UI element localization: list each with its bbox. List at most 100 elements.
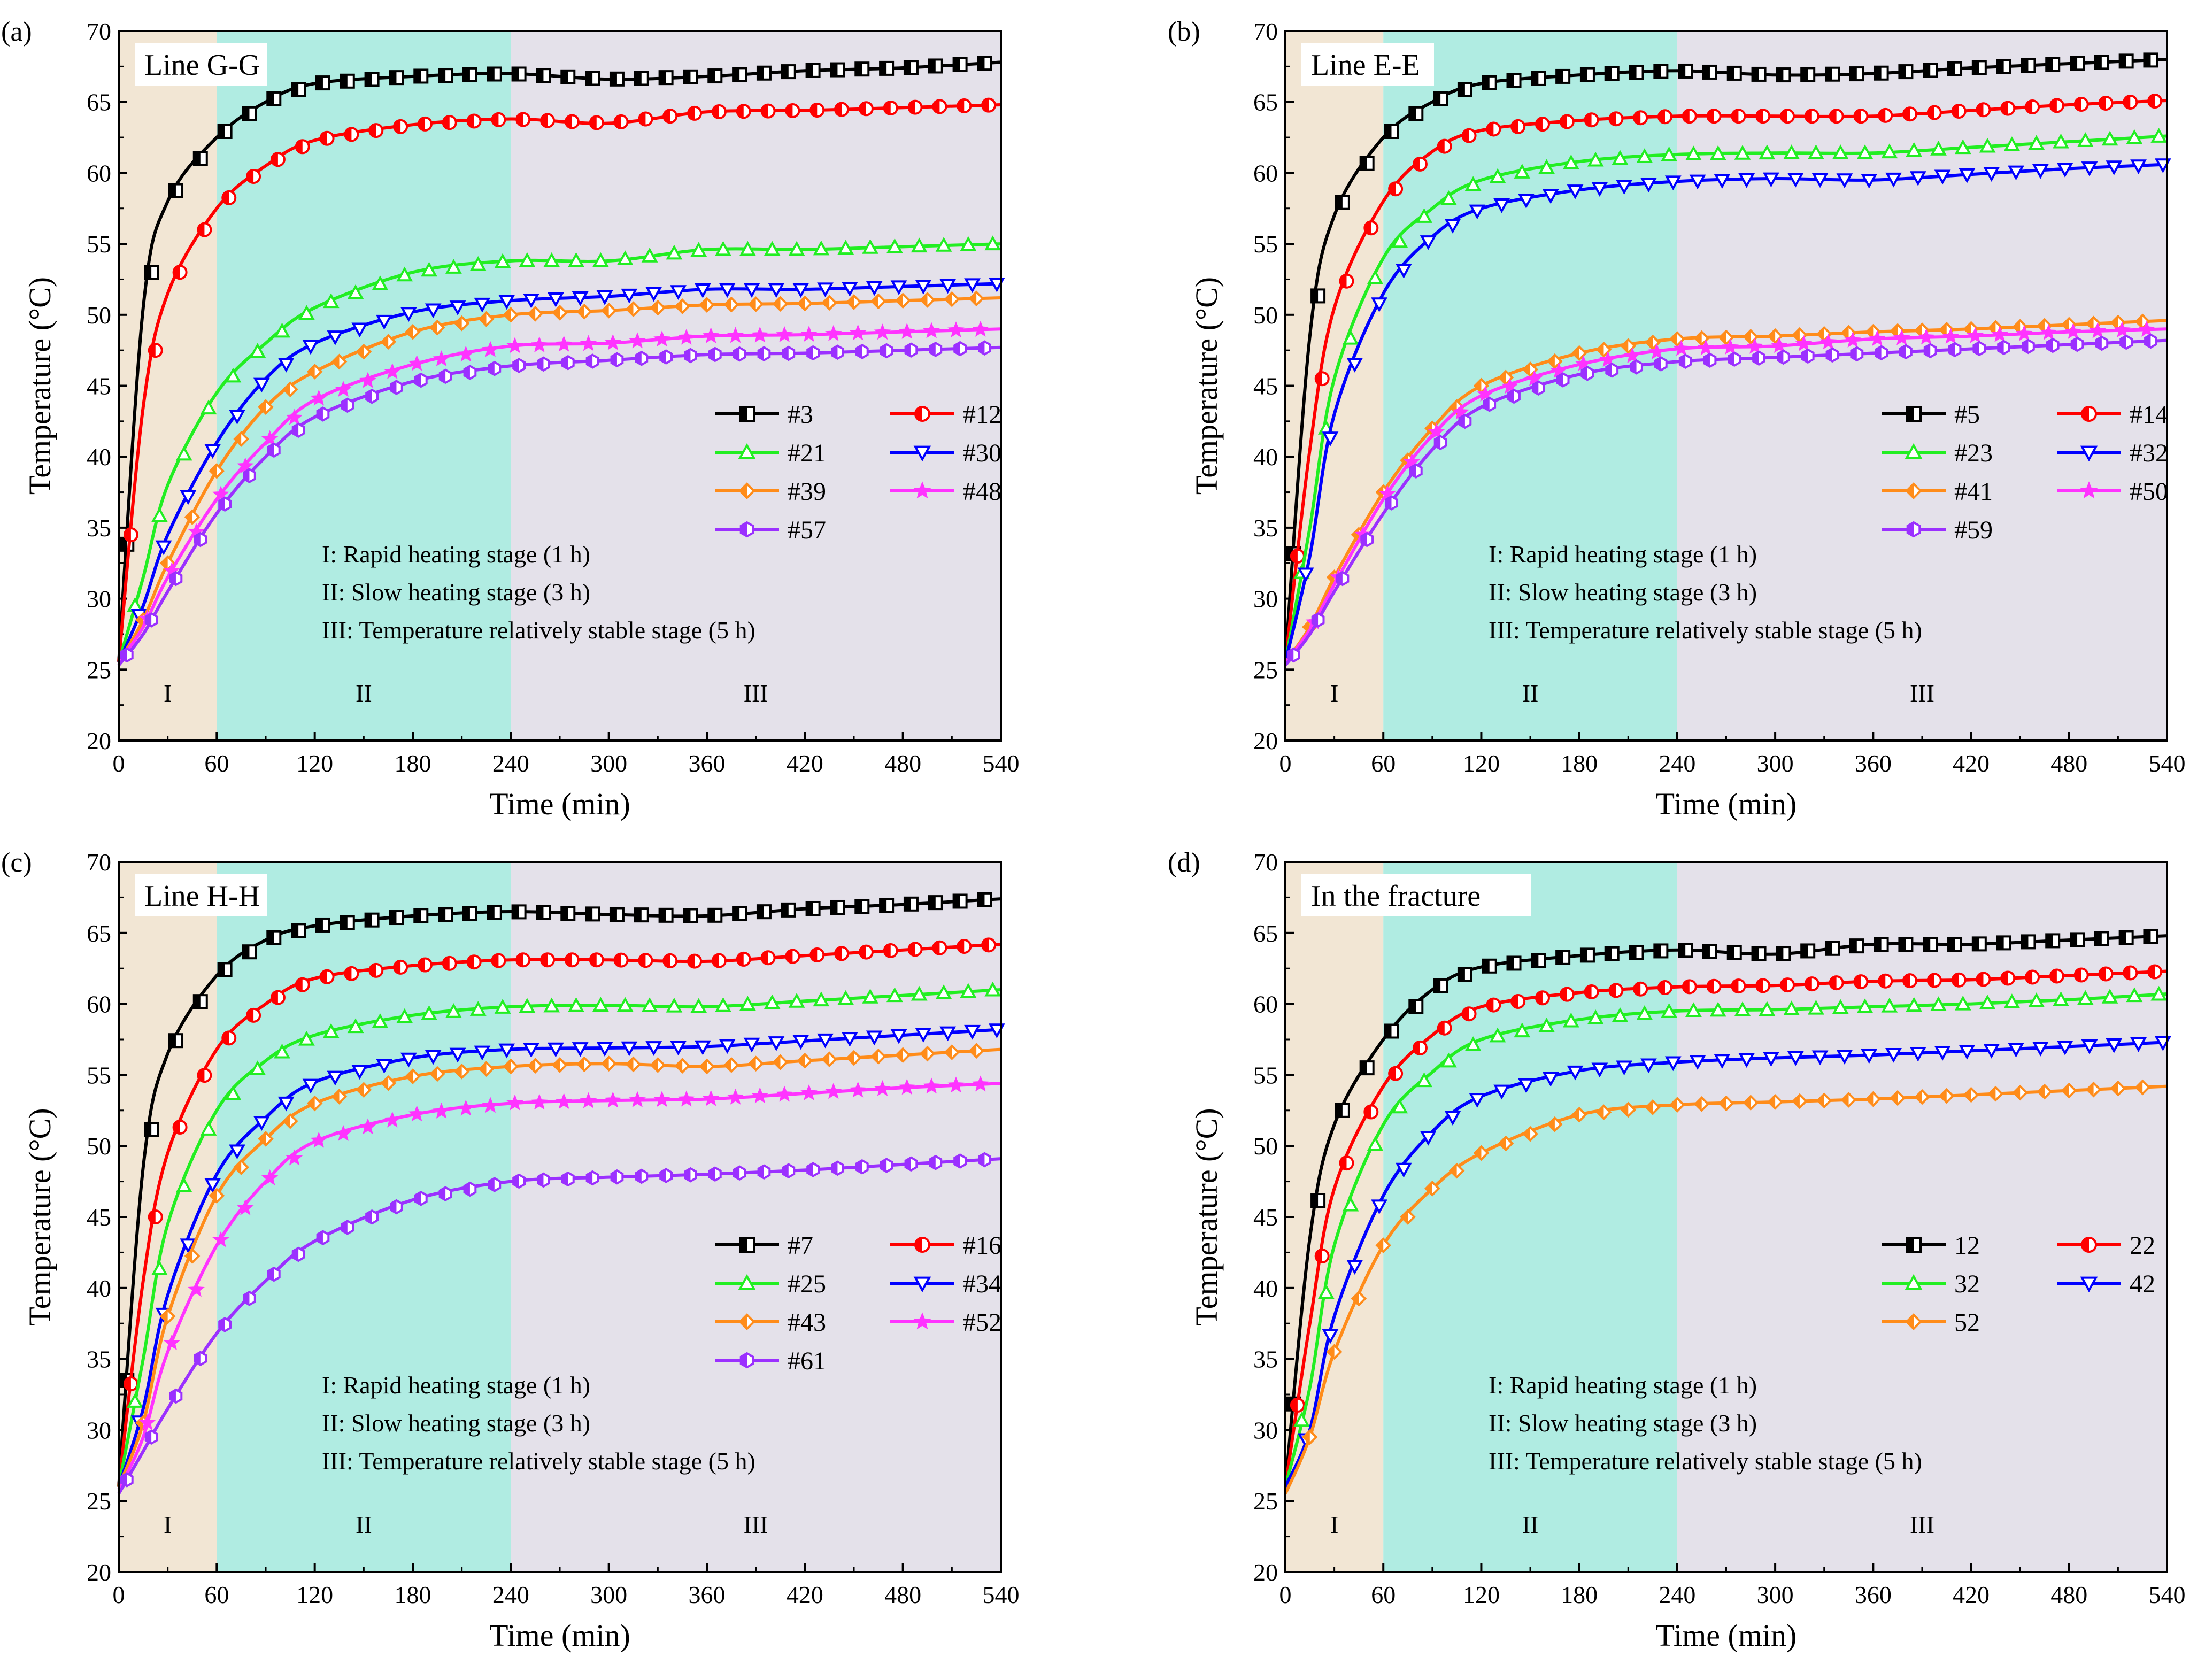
marker-fill [908,101,915,114]
data-point [261,430,279,446]
data-point [1620,1101,1637,1118]
data-point [429,1066,445,1082]
marker-triangle-up [1440,190,1457,205]
data-point [2053,133,2069,149]
data-point [327,1070,344,1086]
marker-triangle-up [715,241,731,256]
marker-fill [1879,109,1886,122]
data-point [757,1164,771,1180]
marker-triangle-down [523,294,539,309]
data-point [1685,1002,1702,1018]
marker-triangle-down [253,377,270,393]
marker-fill [170,572,176,585]
marker-triangle-up [886,238,903,253]
marker-fill [1410,464,1416,477]
marker-fill [1385,125,1392,138]
marker-triangle-up [421,261,437,277]
marker-fill [562,356,568,369]
marker-triangle-up [1685,1002,1702,1018]
data-point [2003,993,2021,1008]
data-point [687,105,703,121]
marker-fill [823,1053,830,1066]
data-point [711,104,727,119]
series-n7 [117,892,1001,1487]
data-point [1951,972,1967,988]
data-point [1959,1044,1976,1060]
data-point [1559,987,1575,1002]
marker-fill [2111,1082,2118,1095]
data-point [270,990,286,1005]
marker-triangle-down [1763,172,1779,188]
marker-triangle-down [866,281,883,296]
data-point [511,66,527,82]
marker-triangle-up [1734,1001,1751,1016]
data-point [699,297,715,313]
marker-triangle-down [547,1042,564,1058]
data-point [1483,396,1497,412]
data-point [1326,1344,1343,1360]
data-point [609,71,625,87]
data-point [898,322,915,339]
marker-triangle-up [837,240,854,255]
data-point [883,100,898,115]
data-point [1885,172,1902,188]
marker-fill [2071,933,2078,946]
data-point [757,346,771,361]
marker-fill [1630,66,1637,79]
data-point [1653,943,1669,959]
marker-fill [807,1163,813,1176]
series-n57 [117,340,1001,667]
data-point [1440,190,1457,205]
marker-fill [1459,414,1465,428]
marker-triangle-up [960,983,977,998]
marker-star [1697,339,1715,356]
data-point [438,1186,452,1201]
data-point [515,952,531,968]
data-point [478,311,495,327]
marker-fill [1605,947,1612,960]
data-point [1954,995,1971,1011]
data-point [1780,109,1795,124]
marker-triangle-down [302,340,319,355]
marker-fill [1753,351,1759,365]
marker-fill [394,960,401,974]
data-point [527,1058,543,1074]
marker-triangle-up [666,997,683,1013]
series-12 [1284,929,2168,1487]
data-point [425,303,442,319]
data-point [184,1248,201,1264]
stage-label: II [356,680,372,707]
marker-triangle-up [738,1274,756,1290]
data-point [1339,273,1354,289]
y-tick-label: 30 [87,1416,111,1444]
data-point [1400,1209,1416,1225]
marker-triangle-up [1342,1196,1359,1212]
marker-fill [2062,1084,2069,1097]
data-point [1420,1131,1437,1146]
marker-fill [538,1173,544,1186]
marker-star [408,355,426,371]
marker-triangle-up [1979,995,1996,1009]
marker-fill [1548,1118,1555,1131]
data-point [919,292,936,308]
marker-fill [733,907,740,920]
marker-triangle-down [596,290,613,305]
x-tick-label: 240 [492,1581,529,1608]
marker-fill [856,345,862,358]
data-point [1967,327,1984,343]
panel-label: (a) [1,17,32,47]
y-tick-label: 70 [1253,849,1278,876]
marker-triangle-down [425,303,442,319]
marker-fill [651,1058,658,1072]
data-point [616,997,634,1012]
data-point [589,952,604,968]
stage-notes: I: Rapid heating stage (1 h)II: Slow hea… [322,1371,755,1475]
data-point [935,984,952,999]
marker-star [1648,343,1666,359]
marker-triangle-down [1469,204,1486,220]
marker-fill [235,433,242,446]
marker-star [653,330,670,347]
data-point [1322,431,1339,446]
marker-star [1991,326,2008,342]
marker-triangle-up [715,997,731,1012]
